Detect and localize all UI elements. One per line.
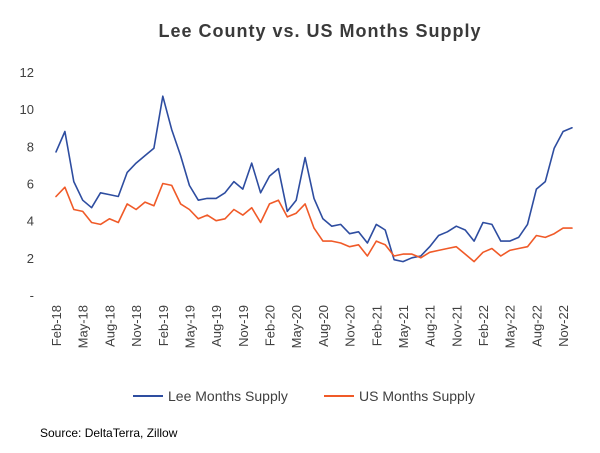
x-tick-label: Feb-20 xyxy=(263,305,278,346)
legend-label-us: US Months Supply xyxy=(359,388,475,404)
legend: Lee Months Supply US Months Supply xyxy=(133,388,475,404)
x-tick-label: Aug-18 xyxy=(102,305,117,347)
series-line-lee xyxy=(55,95,573,263)
x-tick-label: Nov-20 xyxy=(343,305,358,347)
series-line-us xyxy=(55,182,573,263)
x-tick-label: May-21 xyxy=(396,305,411,348)
x-tick-label: Feb-19 xyxy=(156,305,171,346)
x-tick-label: May-19 xyxy=(182,305,197,348)
chart-title: Lee County vs. US Months Supply xyxy=(158,21,481,41)
x-tick-label: Aug-22 xyxy=(529,305,544,347)
y-tick-label: 6 xyxy=(27,177,34,192)
x-tick-label: Nov-19 xyxy=(236,305,251,347)
source-note: Source: DeltaTerra, Zillow xyxy=(40,426,178,440)
x-tick-label: Feb-22 xyxy=(476,305,491,346)
x-tick-label: Nov-21 xyxy=(449,305,464,347)
x-tick-label: Nov-18 xyxy=(129,305,144,347)
x-tick-label: Nov-22 xyxy=(556,305,571,347)
x-tick-label: May-18 xyxy=(76,305,91,348)
y-tick-label: 8 xyxy=(27,139,34,154)
y-tick-label: 4 xyxy=(27,214,34,229)
x-tick-label: Aug-20 xyxy=(316,305,331,347)
y-tick-label: 10 xyxy=(20,102,34,117)
y-tick-label: - xyxy=(30,288,34,303)
x-tick-label: Feb-21 xyxy=(369,305,384,346)
x-tick-label: Feb-18 xyxy=(49,305,64,346)
series-layer xyxy=(55,95,573,263)
y-tick-label: 12 xyxy=(20,65,34,80)
x-tick-label: May-20 xyxy=(289,305,304,348)
x-tick-label: Aug-21 xyxy=(423,305,438,347)
x-tick-label: Aug-19 xyxy=(209,305,224,347)
x-tick-label: May-22 xyxy=(503,305,518,348)
y-axis: 12 10 8 6 4 2 - xyxy=(20,65,34,303)
x-axis: Feb-18 May-18 Aug-18 Nov-18 Feb-19 May-19 Aug-… xyxy=(49,305,571,348)
legend-label-lee: Lee Months Supply xyxy=(168,388,288,404)
y-tick-label: 2 xyxy=(27,251,34,266)
